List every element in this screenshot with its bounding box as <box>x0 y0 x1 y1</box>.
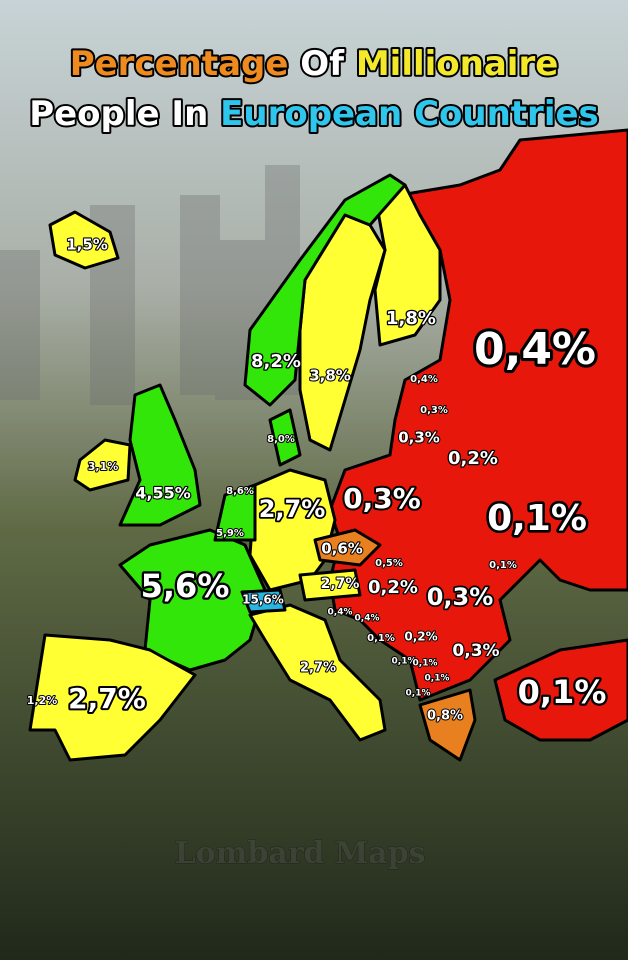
country-label: 0,8% <box>427 709 463 724</box>
country-label: 5,6% <box>141 567 230 605</box>
country-label: 0,1% <box>425 674 450 684</box>
country-label: 0,3% <box>343 482 421 515</box>
country-label: 2,7% <box>68 682 146 715</box>
title-word: Percentage <box>70 44 289 84</box>
country-label: 0,1% <box>518 673 607 711</box>
title-word: Millionaire <box>356 44 558 84</box>
region-switzerland <box>240 588 287 614</box>
country-label: 0,2% <box>448 448 498 469</box>
country-label: 0,1% <box>413 659 438 669</box>
country-label: 0,2% <box>404 630 437 644</box>
country-label: 3,1% <box>88 460 119 473</box>
country-label: 15,6% <box>242 593 284 607</box>
title-word: People In <box>29 94 208 134</box>
country-label: 0,3% <box>452 641 499 661</box>
labels: 1,5% 1,8% 0,4% 8,2% 3,8% 0,4% 0,3% 0,3% 8,0% 0,2%… <box>26 234 609 724</box>
region-britain <box>118 383 202 527</box>
title-line-1: Percentage Of Millionaire <box>70 44 559 84</box>
country-label: 0,1% <box>392 657 417 667</box>
region-benelux <box>213 483 257 542</box>
country-label: 5,9% <box>216 528 244 539</box>
country-label: 0,1% <box>487 498 587 539</box>
country-label: 8,2% <box>251 351 301 372</box>
country-label: 0,2% <box>368 577 418 598</box>
title-word: Of <box>300 44 345 84</box>
region-italy <box>248 603 387 742</box>
title-word: European Countries <box>220 94 599 134</box>
country-label: 8,6% <box>226 486 254 497</box>
country-label: 0,1% <box>406 689 431 699</box>
region-iberia <box>28 633 197 762</box>
country-label: 0,3% <box>398 429 440 447</box>
region-east <box>328 128 628 702</box>
country-label: 0,4% <box>328 608 353 618</box>
title-line-2: People In European Countries <box>29 94 599 134</box>
country-label: 0,1% <box>489 560 517 571</box>
country-label: 4,55% <box>135 484 191 503</box>
country-label: 0,6% <box>321 540 363 558</box>
region-norway <box>243 173 407 407</box>
country-label: 0,3% <box>420 405 448 416</box>
country-label: 0,1% <box>367 633 395 644</box>
country-label: 1,5% <box>66 236 108 254</box>
country-label: 0,3% <box>427 583 494 611</box>
region-austria <box>298 568 362 602</box>
country-label: 1,2% <box>27 694 58 707</box>
region-ireland <box>73 438 132 492</box>
map <box>28 128 628 762</box>
country-label: 2,7% <box>321 576 360 592</box>
region-denmark <box>268 408 302 467</box>
region-czechia <box>313 528 382 567</box>
region-greece <box>418 688 477 762</box>
region-turkey <box>493 638 628 742</box>
watermark: Lombard Maps <box>174 836 425 871</box>
country-label: 1,8% <box>386 308 436 329</box>
country-label: 0,5% <box>375 558 403 569</box>
country-label: 0,4% <box>410 374 438 385</box>
country-label: 2,7% <box>300 661 336 676</box>
country-label: 2,7% <box>259 495 326 523</box>
region-iceland <box>48 210 120 270</box>
country-label: 0,4% <box>355 614 380 624</box>
country-label: 0,4% <box>474 324 596 375</box>
country-label: 8,0% <box>267 434 295 445</box>
country-label: 3,8% <box>309 367 351 385</box>
